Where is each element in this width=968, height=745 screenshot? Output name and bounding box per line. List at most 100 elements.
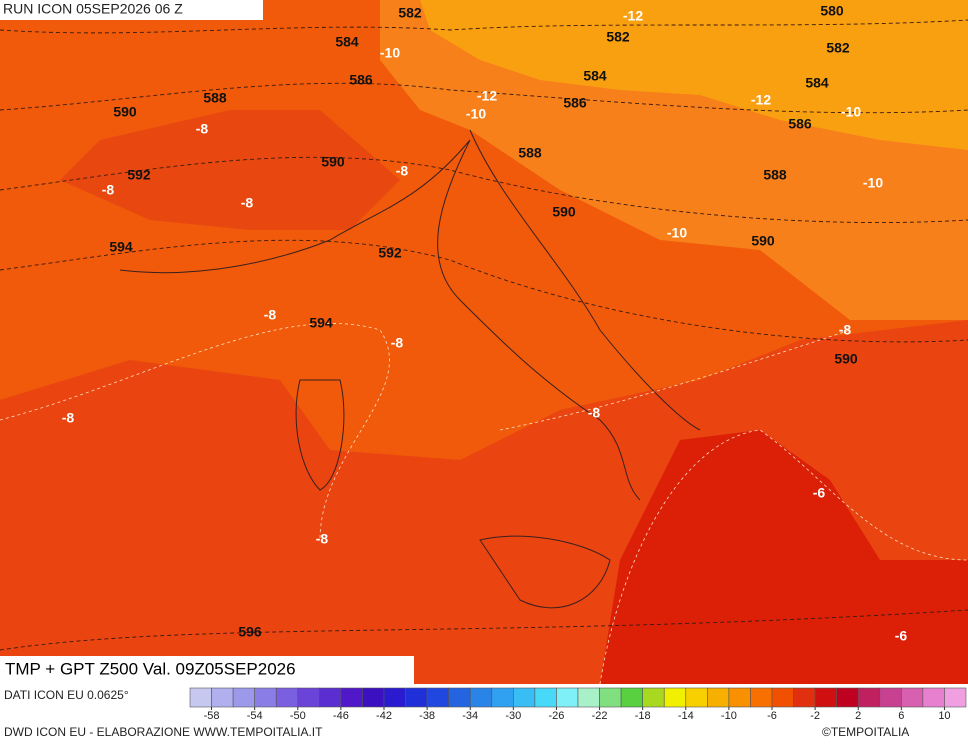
colorbar-swatch <box>491 687 514 708</box>
contour-line <box>0 19 968 651</box>
geopotential-label: 592 <box>127 167 151 183</box>
colorbar-swatch <box>944 687 967 708</box>
temperature-label: -8 <box>102 182 115 198</box>
temperature-label: -8 <box>316 531 329 547</box>
temperature-label: -12 <box>623 8 643 24</box>
temperature-label: -8 <box>391 335 404 351</box>
colorbar-swatch <box>254 687 277 708</box>
colorbar-tick-label: -58 <box>204 710 220 722</box>
colorbar-tick-label: 10 <box>938 710 950 722</box>
colorbar-tick-label: -42 <box>376 710 392 722</box>
colorbar-tick-label: -34 <box>462 710 478 722</box>
colorbar-tick-label: -10 <box>721 710 737 722</box>
colorbar-swatch <box>901 687 924 708</box>
temperature-label: -10 <box>466 106 486 122</box>
colorbar-swatch <box>836 687 859 708</box>
colorbar-swatch <box>793 687 816 708</box>
geopotential-label: 584 <box>805 75 829 91</box>
geopotential-label: 596 <box>238 624 262 640</box>
map-labels: 582 580 584 582 582 586 584 584 588 590 586 586 588 5… <box>62 3 908 644</box>
geopotential-label: 588 <box>518 145 542 161</box>
colorbar-swatch <box>728 687 751 708</box>
colorbar-swatch <box>469 687 493 708</box>
geopotential-label: 590 <box>751 233 775 249</box>
header-box <box>0 0 263 20</box>
colorbar: -58 -54 -50 -46 -42 -38 -34 -30 -26 -22 -18 -14 -10-… <box>189 687 967 722</box>
geopotential-label: 590 <box>321 154 345 170</box>
geopotential-label: 586 <box>788 116 812 132</box>
temp-region <box>600 430 968 684</box>
colorbar-swatch <box>857 687 881 708</box>
temperature-label: -6 <box>895 628 908 644</box>
geopotential-label: 590 <box>552 204 576 220</box>
colorbar-swatch <box>232 687 255 708</box>
map-title: TMP + GPT Z500 Val. 09Z05SEP2026 <box>5 659 296 678</box>
temperature-label: -12 <box>751 92 771 108</box>
colorbar-swatch <box>685 687 708 708</box>
temperature-label: -8 <box>196 121 209 137</box>
geopotential-label: 592 <box>378 245 402 261</box>
colorbar-swatch <box>642 687 665 708</box>
colorbar-tick-label: -46 <box>333 710 349 722</box>
colorbar-tick-label: -14 <box>678 710 694 722</box>
colorbar-swatch <box>340 687 363 708</box>
colorbar-swatch <box>405 687 428 708</box>
colorbar-swatch <box>814 687 837 708</box>
colorbar-tick-label: -38 <box>419 710 435 722</box>
geopotential-label: 584 <box>335 34 359 50</box>
colorbar-tick-label: 2 <box>855 710 861 722</box>
colorbar-tick-label: -6 <box>767 710 777 722</box>
map: 582 580 584 582 582 586 584 584 588 590 586 586 588 5… <box>0 0 968 685</box>
geopotential-label: 594 <box>109 239 133 255</box>
temperature-label: -12 <box>477 88 497 104</box>
colorbar-swatch <box>771 687 794 708</box>
temperature-label: -10 <box>667 225 687 241</box>
geopotential-label: 588 <box>203 90 227 106</box>
colorbar-tick-label: -2 <box>810 710 820 722</box>
temperature-label: -10 <box>841 104 861 120</box>
copyright: ©TEMPOITALIA <box>822 725 909 739</box>
colorbar-tick-label: -50 <box>290 710 306 722</box>
colorbar-swatch <box>922 687 945 708</box>
geopotential-label: 582 <box>606 29 630 45</box>
geopotential-label: 586 <box>563 95 587 111</box>
temperature-label: -8 <box>264 307 277 323</box>
geopotential-label: 590 <box>113 104 137 120</box>
geopotential-label: 582 <box>398 5 422 21</box>
colorbar-tick-label: -18 <box>635 710 651 722</box>
temperature-label: -8 <box>241 195 254 211</box>
temperature-label: -8 <box>62 410 75 426</box>
colorbar-swatch <box>556 687 579 708</box>
temperature-label: -8 <box>396 163 409 179</box>
temperature-label: -6 <box>813 485 826 501</box>
colorbar-swatch <box>707 687 730 708</box>
colorbar-swatch <box>513 687 536 708</box>
colorbar-tick-label: -54 <box>247 710 263 722</box>
colorbar-tick-label: 6 <box>898 710 904 722</box>
isotherm <box>0 323 968 685</box>
colorbar-swatch <box>663 687 687 708</box>
geopotential-label: 586 <box>349 72 373 88</box>
colorbar-swatch <box>448 687 471 708</box>
title-box <box>0 656 414 684</box>
temperature-label: -8 <box>588 405 601 421</box>
colorbar-swatch <box>211 687 234 708</box>
colorbar-tick-label: -26 <box>548 710 564 722</box>
geopotential-label: 590 <box>834 351 858 367</box>
colorbar-swatch <box>750 687 773 708</box>
colorbar-swatch <box>577 687 600 708</box>
geopotential-label: 582 <box>826 40 850 56</box>
temperature-label: -8 <box>839 322 852 338</box>
colorbar-swatch <box>534 687 557 708</box>
colorbar-swatch <box>362 687 385 708</box>
colorbar-swatch <box>275 687 299 708</box>
colorbar-swatch <box>189 687 212 708</box>
colorbar-swatch <box>599 687 622 708</box>
colorbar-swatch <box>319 687 342 708</box>
colorbar-swatch <box>879 687 902 708</box>
credits: DWD ICON EU - ELABORAZIONE WWW.TEMPOITAL… <box>4 725 323 739</box>
temperature-label: -10 <box>863 175 883 191</box>
colorbar-swatch <box>620 687 643 708</box>
geopotential-label: 594 <box>309 315 333 331</box>
